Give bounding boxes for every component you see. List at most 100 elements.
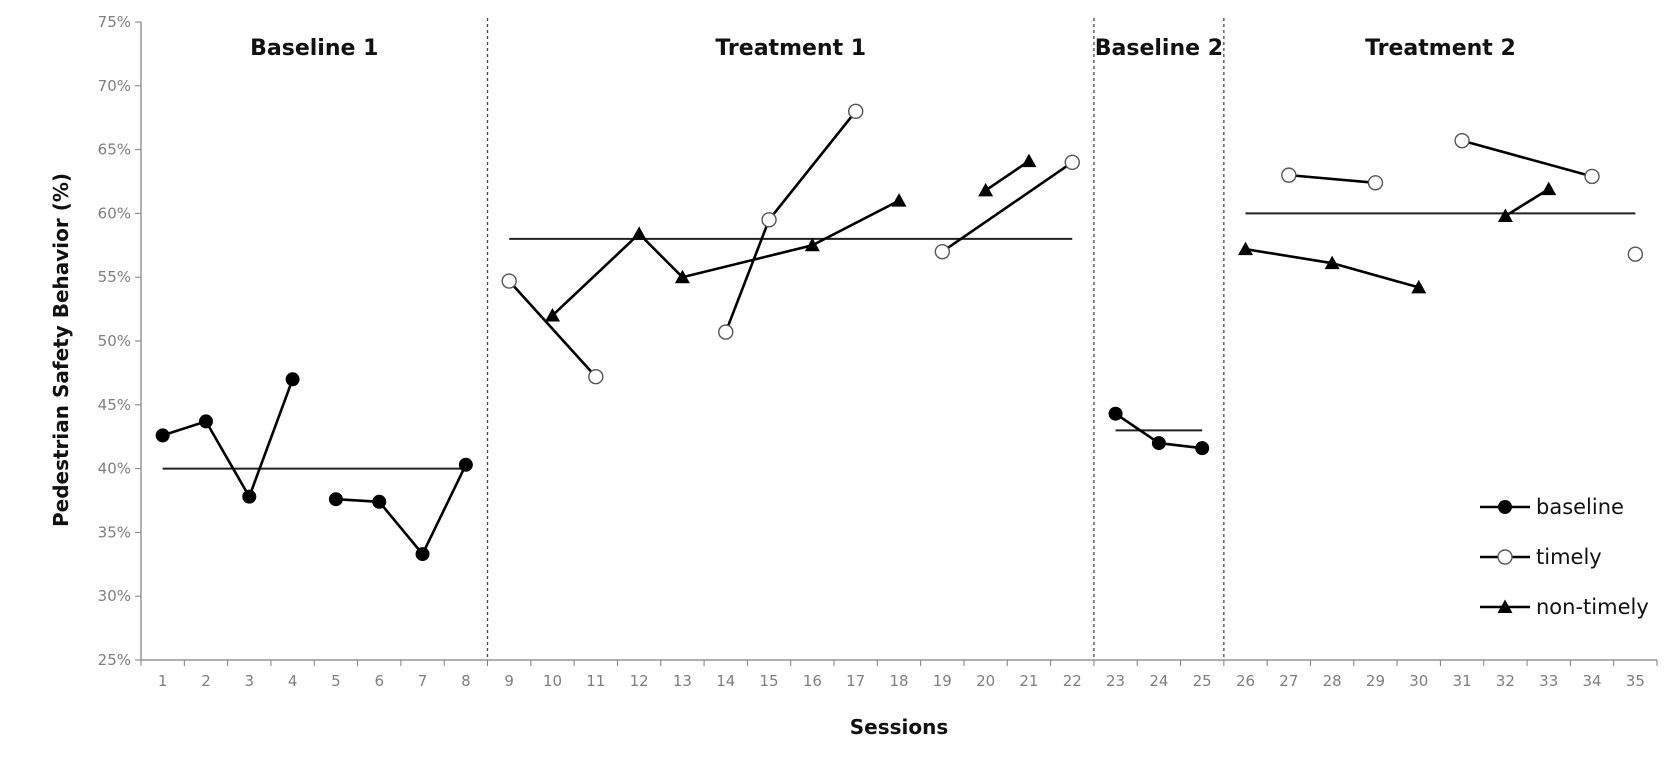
x-tick-label: 22 — [1063, 672, 1082, 690]
marker-non-timely — [544, 307, 560, 322]
marker-non-timely — [978, 182, 994, 197]
marker-baseline — [155, 428, 170, 443]
y-tick-label: 70% — [98, 77, 131, 95]
x-tick-label: 31 — [1453, 672, 1472, 690]
series-line-timely — [941, 161, 1073, 253]
x-tick-label: 11 — [586, 672, 605, 690]
x-tick-label: 18 — [889, 672, 908, 690]
x-tick-label: 5 — [331, 672, 341, 690]
x-tick-label: 2 — [201, 672, 211, 690]
marker-baseline — [1108, 406, 1123, 421]
marker-non-timely — [1541, 181, 1557, 196]
legend-label: baseline — [1536, 495, 1624, 519]
x-tick-label: 25 — [1193, 672, 1212, 690]
series-line-baseline — [162, 378, 294, 500]
x-tick-label: 21 — [1019, 672, 1038, 690]
x-tick-label: 23 — [1106, 672, 1125, 690]
x-tick-label: 9 — [504, 672, 514, 690]
phase-label: Baseline 2 — [1095, 36, 1223, 61]
marker-non-timely — [631, 226, 647, 240]
x-tick-label: 28 — [1323, 672, 1342, 690]
y-tick-label: 75% — [98, 13, 131, 31]
x-tick-label: 1 — [158, 672, 168, 690]
marker-non-timely — [674, 269, 690, 284]
marker-timely — [1627, 246, 1644, 262]
x-tick-label: 14 — [716, 672, 735, 690]
marker-non-timely — [1497, 208, 1513, 222]
marker-baseline — [1498, 500, 1512, 514]
x-tick-label: 3 — [245, 672, 255, 690]
x-tick-label: 20 — [976, 672, 995, 690]
x-tick-label: 30 — [1409, 672, 1428, 690]
marker-baseline — [458, 457, 473, 472]
marker-timely — [1281, 167, 1297, 183]
phase-label: Treatment 1 — [715, 36, 866, 61]
axes — [140, 22, 1657, 661]
marker-timely — [1064, 154, 1080, 171]
series-points — [155, 103, 1644, 562]
marker-non-timely — [1324, 255, 1340, 270]
y-tick-label: 45% — [98, 396, 131, 414]
marker-timely — [1367, 175, 1384, 191]
marker-timely — [934, 243, 951, 260]
marker-non-timely — [1238, 241, 1254, 256]
series-line-non-timely — [984, 160, 1030, 192]
x-tick-label: 7 — [418, 672, 428, 690]
series-line-timely — [508, 280, 597, 378]
y-tick-label: 55% — [98, 268, 131, 286]
marker-non-timely — [1497, 599, 1513, 613]
marker-baseline — [198, 414, 213, 429]
x-tick-label: 29 — [1366, 672, 1385, 690]
series-line-timely — [1288, 173, 1376, 185]
series-line-non-timely — [1504, 188, 1550, 218]
phase-mean-lines — [162, 212, 1636, 470]
marker-baseline — [242, 489, 257, 504]
legend-label: non-timely — [1536, 595, 1649, 619]
marker-timely — [1497, 549, 1513, 565]
x-tick-label: 16 — [803, 672, 822, 690]
y-tick-label: 40% — [98, 460, 131, 478]
phase-dividers — [486, 18, 1225, 660]
marker-timely — [1454, 132, 1470, 149]
x-tick-label: 32 — [1496, 672, 1515, 690]
marker-timely — [718, 324, 734, 340]
marker-timely — [761, 212, 777, 228]
y-tick-label: 60% — [98, 204, 131, 222]
y-axis-ticks: 25% 30% 35% 40% 45% 50% 55% 60% 65% 70% 75% — [98, 13, 141, 669]
marker-non-timely — [1411, 279, 1427, 294]
x-tick-label: 17 — [846, 672, 865, 690]
series-line-baseline — [335, 464, 468, 557]
marker-non-timely — [804, 237, 820, 252]
x-tick-label: 35 — [1626, 672, 1645, 690]
y-axis-title: Pedestrian Safety Behavior (%) — [49, 173, 73, 527]
marker-timely — [501, 273, 517, 289]
x-axis-ticks: 1 2 3 4 5 6 7 8 9 10 11 12 13 14 15 16 17 18 19 20 21 22 23 24 2… — [140, 660, 1658, 690]
marker-baseline — [1151, 436, 1166, 451]
series-line-timely — [1461, 139, 1593, 178]
x-tick-label: 6 — [374, 672, 384, 690]
marker-timely — [588, 369, 604, 385]
marker-baseline — [372, 494, 387, 509]
marker-timely — [847, 103, 864, 120]
marker-non-timely — [891, 193, 907, 207]
x-tick-label: 19 — [933, 672, 952, 690]
x-tick-label: 33 — [1539, 672, 1558, 690]
x-tick-label: 10 — [543, 672, 562, 690]
marker-non-timely — [1021, 153, 1037, 168]
y-tick-label: 30% — [98, 587, 131, 605]
marker-timely — [1584, 168, 1600, 185]
series-line-timely — [724, 110, 857, 333]
x-tick-label: 27 — [1279, 672, 1298, 690]
legend: baseline timely non-timely — [1480, 495, 1649, 619]
marker-baseline — [415, 547, 430, 562]
y-tick-label: 65% — [98, 141, 131, 159]
y-tick-label: 50% — [98, 332, 131, 350]
x-tick-label: 12 — [630, 672, 649, 690]
x-tick-label: 4 — [288, 672, 298, 690]
x-tick-label: 15 — [760, 672, 779, 690]
x-tick-label: 26 — [1236, 672, 1255, 690]
x-tick-label: 24 — [1149, 672, 1168, 690]
series-line-non-timely — [551, 199, 900, 317]
y-tick-label: 25% — [98, 651, 131, 669]
